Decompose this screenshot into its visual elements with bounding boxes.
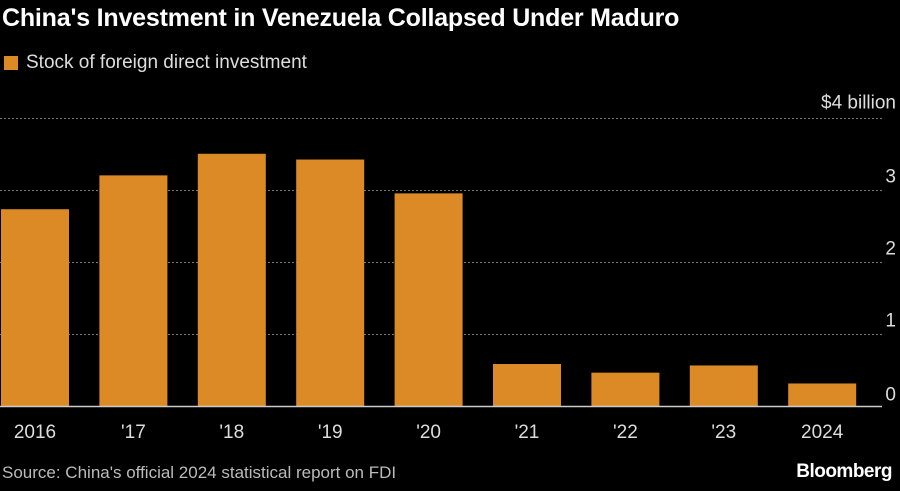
y-tick-label: 3: [885, 167, 896, 188]
bar: [197, 153, 266, 407]
x-tick-label: '23: [711, 422, 736, 443]
x-tick-label: '20: [416, 422, 441, 443]
y-tick-label: 0: [885, 385, 896, 406]
y-tick-label: 2: [885, 239, 896, 260]
x-tick-label: '22: [613, 422, 638, 443]
x-tick-label: '19: [318, 422, 343, 443]
x-tick-label: '21: [515, 422, 540, 443]
bloomberg-logo: Bloomberg: [796, 461, 892, 482]
source-note: Source: China's official 2024 statistica…: [2, 463, 397, 482]
bar: [493, 364, 561, 407]
legend-swatch: [4, 56, 18, 70]
bar: [394, 193, 463, 407]
chart-title: China's Investment in Venezuela Collapse…: [2, 4, 680, 32]
bar: [689, 365, 758, 407]
bar: [1, 209, 69, 407]
y-tick-label: 1: [885, 311, 896, 332]
bar: [296, 159, 365, 407]
legend: Stock of foreign direct investment: [4, 52, 307, 74]
x-tick-label: 2016: [14, 422, 56, 443]
y-tick-label: $4 billion: [821, 93, 896, 114]
x-tick-label: 2024: [801, 422, 844, 443]
x-tick-label: '18: [219, 422, 244, 443]
x-tick-label: '17: [121, 422, 146, 443]
bar: [788, 383, 857, 407]
bar: [99, 175, 168, 407]
bar: [591, 372, 660, 407]
legend-label: Stock of foreign direct investment: [26, 52, 307, 73]
